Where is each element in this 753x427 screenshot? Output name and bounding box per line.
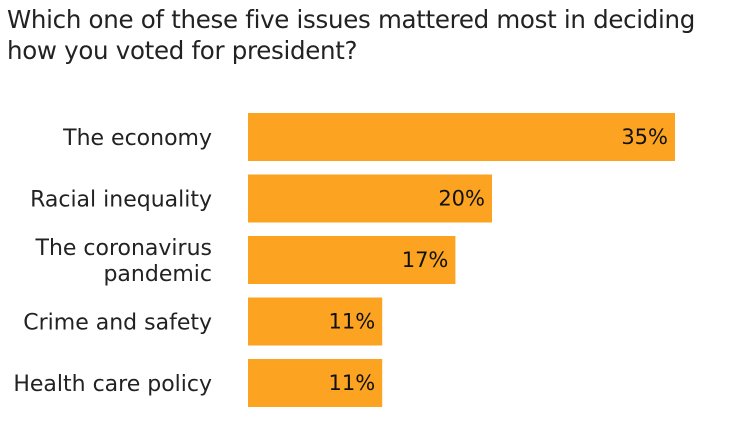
category-label-2: The coronavirus pandemic xyxy=(35,236,213,287)
bar-3 xyxy=(248,297,383,346)
bar-1 xyxy=(248,174,492,223)
value-label-0: 35% xyxy=(621,125,668,149)
category-label-1: Racial inequality xyxy=(30,188,212,213)
value-label-1: 20% xyxy=(438,187,485,211)
value-label-3: 11% xyxy=(329,310,376,334)
category-label-3: Crime and safety xyxy=(23,311,212,336)
value-label-4: 11% xyxy=(329,371,376,395)
category-label-0: The economy xyxy=(62,126,212,151)
bar-2 xyxy=(248,236,456,284)
bar-0 xyxy=(248,113,675,161)
category-label-4: Health care policy xyxy=(13,372,212,397)
value-label-2: 17% xyxy=(402,248,449,272)
chart-title: Which one of these five issues mattered … xyxy=(7,5,696,65)
bar-4 xyxy=(248,359,383,407)
